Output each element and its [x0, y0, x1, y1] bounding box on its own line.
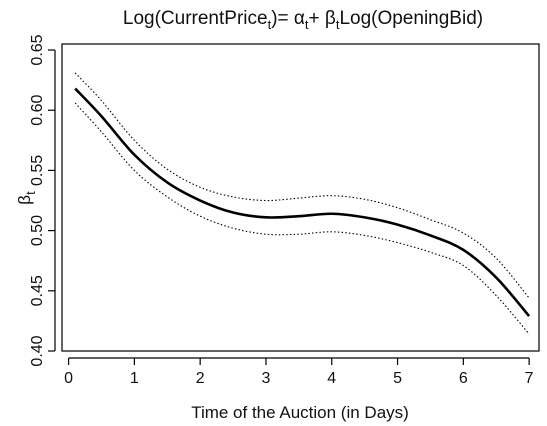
x-tick-label: 5 [393, 370, 402, 387]
y-axis: 0.40 0.45 0.50 0.55 0.60 0.65 [29, 34, 56, 367]
title-subscript: t [305, 17, 309, 32]
x-tick-label: 7 [525, 370, 534, 387]
x-axis: 0 1 2 3 4 5 6 7 [64, 357, 534, 387]
y-axis-label-main: β [15, 195, 34, 205]
y-tick-label: 0.65 [29, 34, 46, 65]
chart-title: Log(CurrentPricet)= αt+ βtLog(OpeningBid… [123, 8, 483, 32]
estimate-line [74, 87, 531, 317]
y-tick-label: 0.60 [29, 95, 46, 126]
x-tick-label: 4 [327, 370, 336, 387]
x-tick-label: 2 [196, 370, 205, 387]
x-tick-label: 1 [130, 370, 139, 387]
title-part: )= α [271, 8, 305, 29]
y-tick-label: 0.55 [29, 155, 46, 186]
x-tick-label: 6 [459, 370, 468, 387]
upper-band-line [74, 72, 530, 299]
plot-frame [61, 43, 540, 352]
y-tick-label: 0.45 [29, 275, 46, 306]
y-tick-label: 0.50 [29, 215, 46, 246]
y-tick-label: 0.40 [29, 335, 46, 366]
y-axis-label: βt [15, 191, 38, 205]
x-tick-label: 0 [64, 370, 73, 387]
title-part: Log(CurrentPrice [123, 8, 268, 29]
x-axis-label: Time of the Auction (in Days) [191, 403, 409, 422]
title-part: Log(OpeningBid) [339, 8, 483, 29]
title-subscript: t [336, 17, 340, 32]
title-part: + β [309, 8, 336, 29]
lower-band-line [74, 102, 530, 335]
y-axis-label-subscript: t [23, 191, 38, 195]
x-tick-label: 3 [262, 370, 271, 387]
title-subscript: t [268, 17, 272, 32]
series-group [74, 72, 531, 335]
